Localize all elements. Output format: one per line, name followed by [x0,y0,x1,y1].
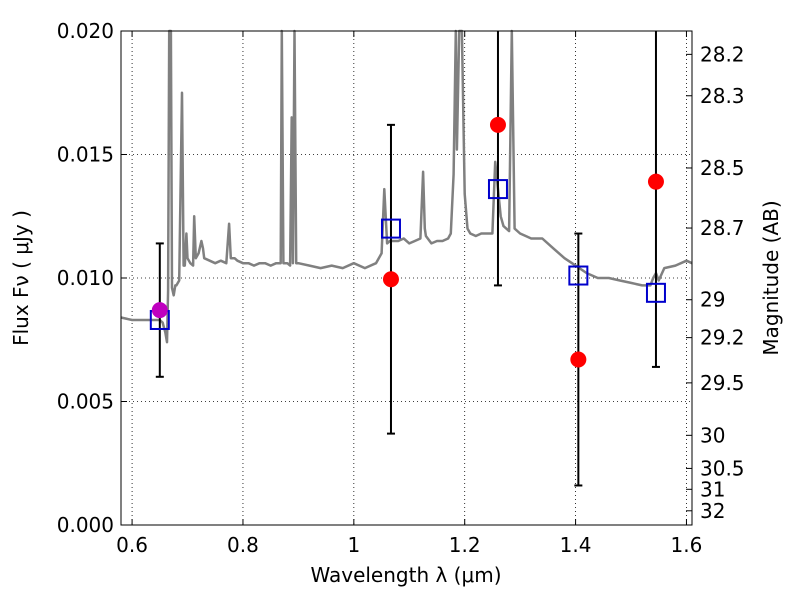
mag-tick-label: 28.7 [700,216,745,240]
mag-tick-label: 31 [700,477,725,501]
mag-tick-label: 29.5 [700,371,745,395]
spectrum-line [120,29,693,344]
observed-point [151,302,168,319]
y-tick-label: 0.020 [57,19,114,43]
right-axis-label: Magnitude (AB) [759,200,783,355]
y-tick-label: 0.005 [57,390,114,414]
observed-markers [151,116,664,368]
mag-tick-label: 28.2 [700,42,745,66]
y-axis-label: Flux Fν ( μJy ) [9,210,33,346]
observed-point [570,351,587,368]
y-tick-label: 0.015 [57,143,114,167]
model-point [487,179,508,200]
observed-point [382,271,399,288]
model-point [380,218,401,239]
observed-point [647,173,664,190]
mag-tick-label: 32 [700,499,725,523]
mag-tick-label: 28.5 [700,156,745,180]
mag-tick-label: 29 [700,288,725,312]
model-spectrum [120,29,693,344]
mag-tick-label: 30.5 [700,456,745,480]
mag-tick-label: 28.3 [700,84,745,108]
y-tick-label: 0.010 [57,266,114,290]
x-tick-label: 1.6 [671,533,703,557]
x-axis-ticks: 0.6 0.8 1 1.2 1.4 1.6 [116,31,702,557]
x-axis-label: Wavelength λ (μm) [310,563,501,587]
model-point [645,282,666,303]
x-tick-label: 0.6 [116,533,148,557]
y-axis-ticks: 0.000 0.005 0.010 0.015 0.020 [57,19,127,537]
y-tick-label: 0.000 [57,513,114,537]
model-point [568,265,589,286]
x-tick-label: 1 [347,533,360,557]
x-tick-label: 1.4 [560,533,592,557]
x-tick-label: 1.2 [449,533,481,557]
observed-point [489,116,506,133]
mag-tick-label: 30 [700,423,725,447]
x-tick-label: 0.8 [227,533,259,557]
mag-tick-label: 29.2 [700,326,745,350]
